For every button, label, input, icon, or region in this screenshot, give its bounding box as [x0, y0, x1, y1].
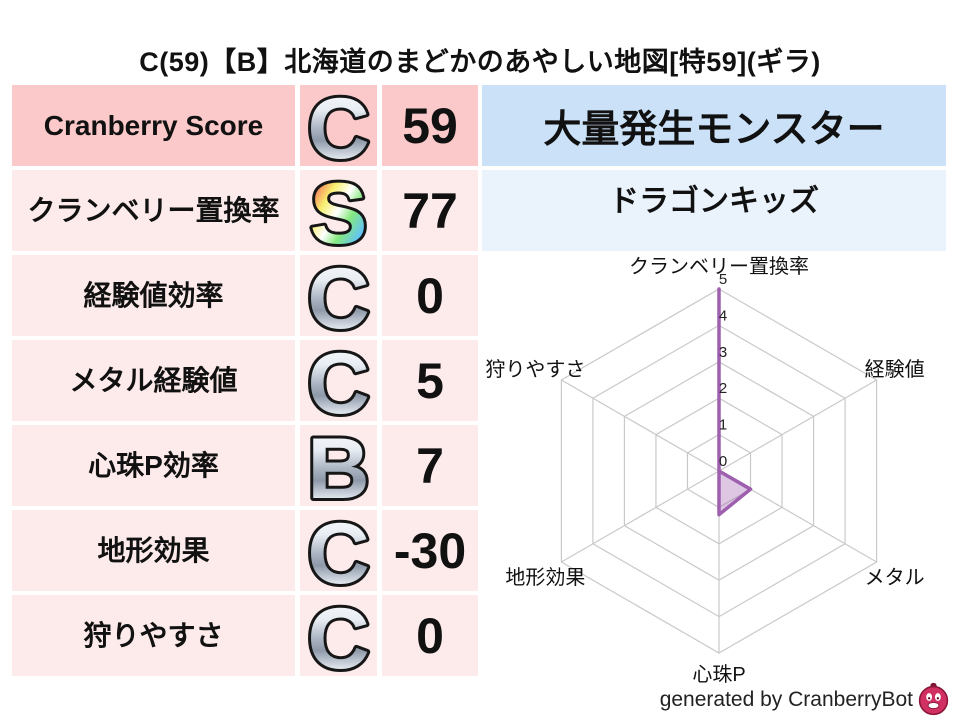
stat-label-metal-exp: メタル経験値: [12, 340, 295, 421]
radar-axis-label: クランベリー置換率: [629, 255, 809, 278]
radar-tick-label: 0: [719, 453, 727, 470]
grade-icon-huntability: C: [300, 588, 377, 690]
stat-label-huntability: 狩りやすさ: [12, 595, 295, 676]
page-title: C(59)【B】北海道のまどかのあやしい地図[特59](ギラ): [139, 47, 821, 77]
stat-value-replacement-rate: 77: [382, 170, 478, 251]
stats-table: Cranberry Score C 59 クランベリー置換率 S 77 経験値効…: [12, 78, 478, 690]
stat-value-cranberry-score: 59: [382, 85, 478, 166]
stat-value-metal-exp: 5: [382, 340, 478, 421]
radar-tick-label: 2: [719, 380, 727, 397]
radar-axis-label: 経験値: [865, 358, 925, 381]
radar-data-polygon: [717, 287, 753, 517]
radar-tick-label: 3: [719, 344, 727, 361]
grade-letter: C: [307, 251, 369, 347]
grade-letter: C: [307, 81, 369, 177]
berry-body: [918, 685, 949, 716]
grade-letter: S: [310, 166, 367, 262]
stat-value-terrain-effect: -30: [382, 510, 478, 591]
berry-eye: [934, 693, 941, 701]
grade-icon-metal-exp: C: [300, 333, 377, 435]
radar-axis-label: 地形効果: [505, 566, 585, 589]
stat-value-shinju-p: 7: [382, 425, 478, 506]
radar-axis-label: メタル: [865, 566, 925, 589]
radar-tick-label: 5: [719, 271, 727, 288]
monster-panel-header: 大量発生モンスター: [482, 85, 946, 166]
stat-value-exp-efficiency: 0: [382, 255, 478, 336]
credit-text: generated by CranberryBot: [659, 688, 913, 711]
stat-label-exp-efficiency: 経験値効率: [12, 255, 295, 336]
radar-spoke: [718, 379, 877, 472]
stat-label-cranberry-score: Cranberry Score: [12, 85, 295, 166]
radar-tick-label: 1: [719, 417, 727, 434]
stat-label-shinju-p: 心珠P効率: [12, 425, 295, 506]
grade-icon-shinju-p: B: [300, 418, 377, 520]
grade-letter: B: [307, 421, 369, 517]
grade-icon-exp-efficiency: C: [300, 248, 377, 350]
radar-axis-label: 心珠P: [692, 663, 745, 686]
berry-eye: [926, 693, 933, 701]
monster-name: ドラゴンキッズ: [482, 170, 946, 251]
grade-icon-replacement-rate: S: [300, 163, 377, 265]
grade-icon-terrain-effect: C: [300, 503, 377, 605]
stat-label-replacement-rate: クランベリー置換率: [12, 170, 295, 251]
cranberry-logo-icon: [918, 682, 949, 716]
radar-spoke: [561, 379, 720, 472]
radar-axis-label: 狩りやすさ: [485, 358, 585, 381]
berry-mouth: [927, 701, 940, 710]
radar-spoke: [561, 470, 720, 563]
grade-letter: C: [307, 506, 369, 602]
radar-tick-label: 4: [719, 307, 727, 324]
grade-letter: C: [307, 336, 369, 432]
stat-label-terrain-effect: 地形効果: [12, 510, 295, 591]
grade-letter: C: [307, 591, 369, 687]
grade-icon-cranberry-score: C: [300, 78, 377, 180]
stat-value-huntability: 0: [382, 595, 478, 676]
